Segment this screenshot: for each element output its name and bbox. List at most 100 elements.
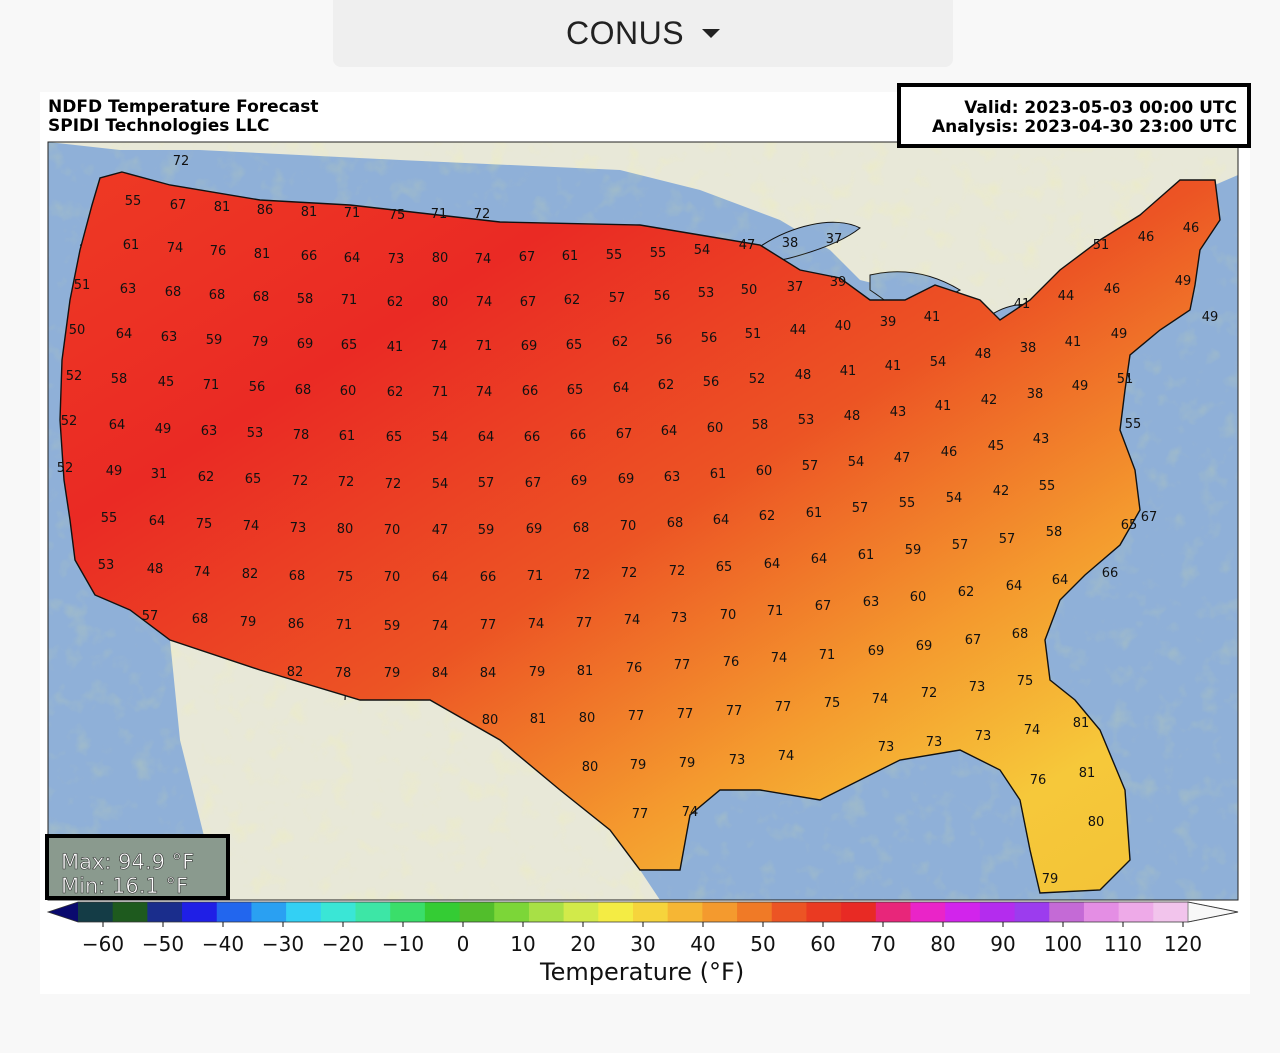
colorbar-tick-label: −40 xyxy=(202,932,244,956)
temperature-value: 59 xyxy=(478,523,495,538)
temperature-value: 41 xyxy=(387,340,404,355)
temperature-value: 74 xyxy=(475,252,492,267)
temperature-value: 60 xyxy=(756,464,773,479)
temperature-value: 44 xyxy=(1058,289,1075,304)
temperature-value: 73 xyxy=(388,252,405,267)
region-select-dropdown[interactable]: CONUS xyxy=(333,0,953,67)
colorbar-tick-label: 70 xyxy=(870,932,895,956)
temperature-value: 70 xyxy=(720,608,737,623)
temperature-value: 53 xyxy=(247,426,264,441)
temperature-value: 55 xyxy=(899,496,916,511)
temperature-value: 69 xyxy=(618,472,635,487)
temperature-value: 77 xyxy=(480,618,497,633)
temperature-value: 71 xyxy=(432,385,449,400)
temperature-value: 41 xyxy=(840,364,857,379)
temperature-value: 81 xyxy=(1073,716,1090,731)
temperature-value: 80 xyxy=(432,251,449,266)
temperature-value: 60 xyxy=(340,384,357,399)
temperature-value: 61 xyxy=(806,506,823,521)
colorbar-segment xyxy=(910,902,946,922)
temperature-value: 75 xyxy=(196,517,213,532)
temperature-value: 47 xyxy=(432,523,449,538)
temperature-value: 74 xyxy=(432,619,449,634)
temperature-value: 71 xyxy=(476,339,493,354)
colorbar xyxy=(46,901,1239,923)
temperature-value: 68 xyxy=(165,285,182,300)
temperature-value: 69 xyxy=(297,337,314,352)
temperature-value: 53 xyxy=(798,413,815,428)
temperature-value: 65 xyxy=(566,338,583,353)
colorbar-segment xyxy=(251,902,287,922)
valid-time-box: Valid: 2023-05-03 00:00 UTC Analysis: 20… xyxy=(897,83,1251,148)
temperature-value: 81 xyxy=(301,205,318,220)
temperature-value: 74 xyxy=(431,339,448,354)
temperature-value: 63 xyxy=(664,470,681,485)
temperature-value: 51 xyxy=(1117,372,1134,387)
colorbar-segment xyxy=(945,902,981,922)
temperature-value: 70 xyxy=(620,519,637,534)
temperature-value: 76 xyxy=(210,244,227,259)
temperature-value: 79 xyxy=(1042,872,1059,887)
temperature-value: 48 xyxy=(975,347,992,362)
temperature-value: 72 xyxy=(173,154,190,169)
temperature-value: 73 xyxy=(290,521,307,536)
temperature-value: 48 xyxy=(844,409,861,424)
temperature-value: 62 xyxy=(759,509,776,524)
temperature-value: 84 xyxy=(480,666,497,681)
temperature-value: 55 xyxy=(101,511,118,526)
temperature-value: 73 xyxy=(729,753,746,768)
colorbar-segment xyxy=(806,902,842,922)
colorbar-tick-label: 60 xyxy=(810,932,835,956)
temperature-value: 72 xyxy=(292,474,309,489)
temperature-value: 38 xyxy=(1020,341,1037,356)
temperature-value: 40 xyxy=(835,319,852,334)
temperature-value: 53 xyxy=(98,558,115,573)
temperature-value: 81 xyxy=(530,712,547,727)
colorbar-segment xyxy=(737,902,773,922)
colorbar-segment xyxy=(320,902,356,922)
colorbar-segment xyxy=(286,902,322,922)
temperature-value: 72 xyxy=(621,566,638,581)
colorbar-tick-label: 10 xyxy=(510,932,535,956)
temperature-value: 62 xyxy=(387,295,404,310)
temperature-value: 60 xyxy=(707,421,724,436)
temperature-value: 72 xyxy=(385,477,402,492)
colorbar-segment xyxy=(216,902,252,922)
colorbar-segment xyxy=(563,902,599,922)
colorbar-tick-label: 30 xyxy=(630,932,655,956)
temperature-value: 61 xyxy=(339,429,356,444)
temperature-value: 64 xyxy=(713,513,730,528)
temperature-value: 46 xyxy=(1183,221,1200,236)
temperature-value: 77 xyxy=(632,807,649,822)
temperature-value: 66 xyxy=(570,428,587,443)
temperature-value: 80 xyxy=(482,713,499,728)
temperature-value: 64 xyxy=(764,557,781,572)
temperature-value: 68 xyxy=(1012,627,1029,642)
temperature-value: 74 xyxy=(771,651,788,666)
colorbar-extend-low xyxy=(48,902,78,922)
temperature-value: 75 xyxy=(337,570,354,585)
colorbar-segment xyxy=(633,902,669,922)
temperature-value: 68 xyxy=(192,612,209,627)
temperature-value: 59 xyxy=(206,333,223,348)
temperature-value: 69 xyxy=(868,644,885,659)
colorbar-tick-label: −10 xyxy=(382,932,424,956)
colorbar-segment xyxy=(1118,902,1154,922)
temperature-value: 49 xyxy=(1175,274,1192,289)
temperature-value: 54 xyxy=(930,355,947,370)
temperature-value: 75 xyxy=(1017,674,1034,689)
temperature-value: 57 xyxy=(852,501,869,516)
temperature-value: 54 xyxy=(432,477,449,492)
temperature-value: 52 xyxy=(61,414,78,429)
temperature-value: 71 xyxy=(819,648,836,663)
temperature-value: 77 xyxy=(677,707,694,722)
temperature-value: 77 xyxy=(775,700,792,715)
temperature-value: 68 xyxy=(253,290,270,305)
temperature-value: 76 xyxy=(1030,773,1047,788)
temperature-value: 64 xyxy=(811,552,828,567)
colorbar-segment xyxy=(667,902,703,922)
temperature-value: 80 xyxy=(582,760,599,775)
colorbar-segment xyxy=(1049,902,1085,922)
map-title: NDFD Temperature Forecast xyxy=(48,97,319,117)
temperature-value: 66 xyxy=(1102,566,1119,581)
